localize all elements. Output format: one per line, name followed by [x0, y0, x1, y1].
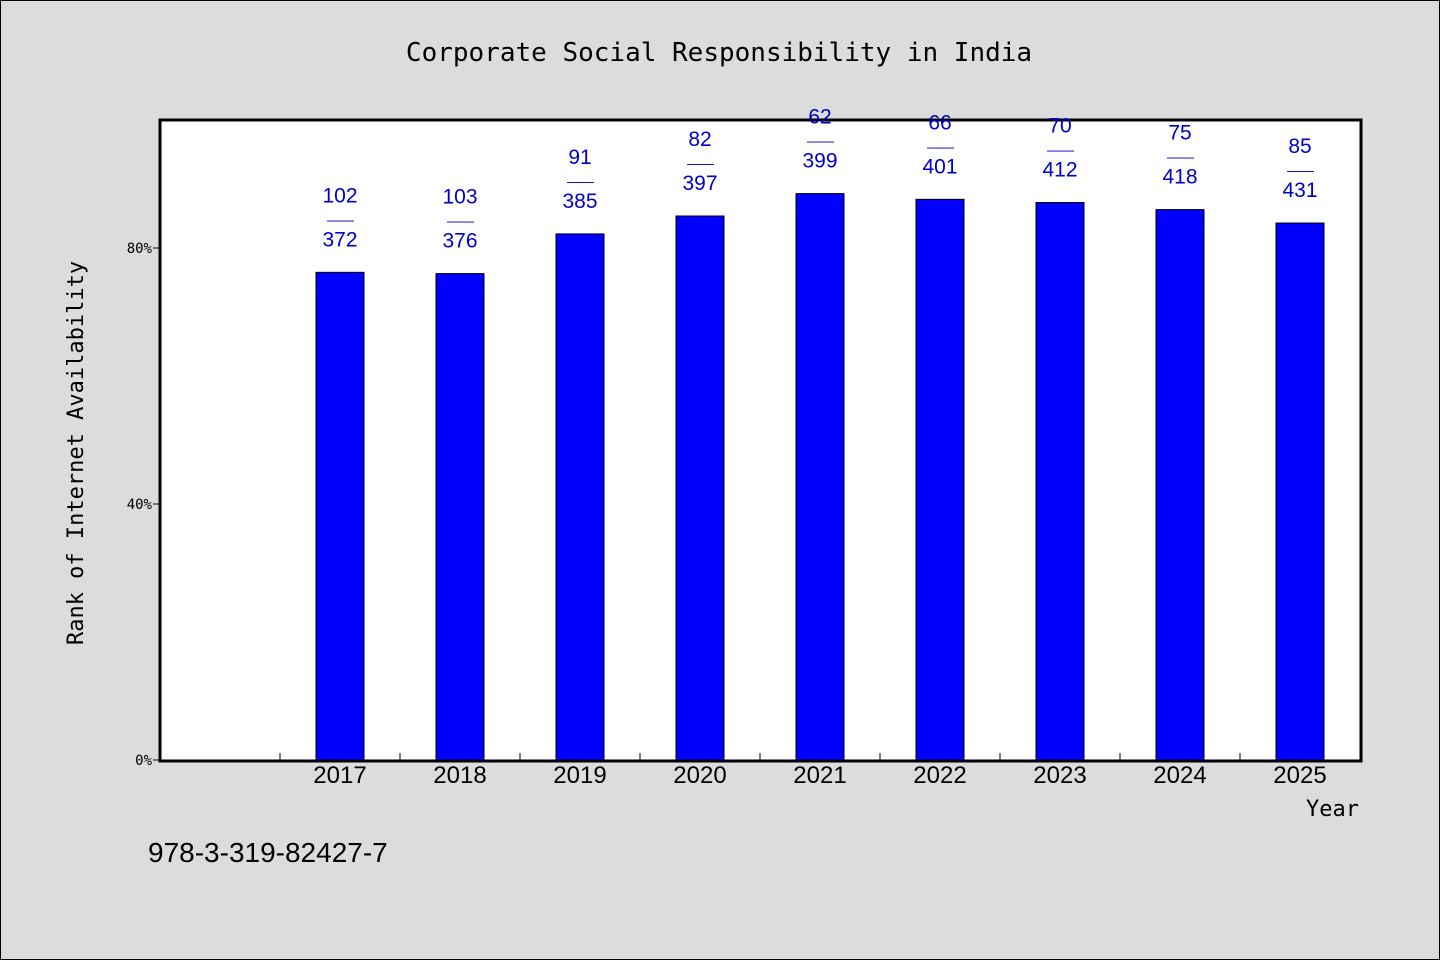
data-label: 385 — [562, 190, 597, 213]
y-tick-label: 40% — [127, 497, 153, 513]
data-label-separator: —— — [447, 213, 474, 229]
data-label: 75 — [1168, 122, 1191, 145]
data-label-separator: —— — [807, 133, 834, 149]
data-label-separator: —— — [1167, 149, 1194, 165]
data-label-separator: —— — [1287, 162, 1314, 178]
bar-2020 — [675, 215, 725, 761]
data-label: 70 — [1048, 115, 1071, 138]
data-label: 85 — [1288, 135, 1311, 158]
bar-2023 — [1035, 202, 1085, 761]
x-tick-label: 2024 — [1153, 762, 1206, 789]
x-tick-label: 2019 — [553, 762, 606, 789]
bar-2018 — [435, 273, 485, 761]
data-label: 62 — [808, 106, 831, 129]
bar-2017 — [315, 271, 365, 761]
x-tick-label: 2025 — [1273, 762, 1326, 789]
data-label-separator: —— — [1047, 142, 1074, 158]
bar-2022 — [915, 198, 965, 761]
x-tick-label: 2020 — [673, 762, 726, 789]
data-label: 372 — [322, 228, 357, 251]
bar-2024 — [1155, 209, 1205, 761]
data-label: 431 — [1282, 179, 1317, 202]
bar-2021 — [795, 193, 845, 761]
data-label-separator: —— — [327, 211, 354, 227]
x-tick-label: 2018 — [433, 762, 486, 789]
bars-group — [315, 193, 1325, 761]
y-axis-label: Rank of Internet Availability — [64, 261, 89, 645]
bar-2025 — [1275, 222, 1325, 761]
data-label: 102 — [322, 184, 357, 207]
data-label: 397 — [682, 172, 717, 195]
data-label: 103 — [442, 186, 477, 209]
data-label: 399 — [802, 150, 837, 173]
data-label-separator: —— — [567, 173, 594, 189]
chart-title: Corporate Social Responsibility in India — [406, 38, 1032, 68]
data-label: 376 — [442, 230, 477, 253]
x-tick-label: 2022 — [913, 762, 966, 789]
bar-2019 — [555, 233, 605, 761]
data-label: 418 — [1162, 166, 1197, 189]
x-tick-label: 2017 — [313, 762, 366, 789]
x-axis-label: Year — [1306, 797, 1359, 822]
isbn-code: 978-3-319-82427-7 — [148, 837, 388, 868]
data-label: 412 — [1042, 159, 1077, 182]
y-tick-label: 0% — [135, 753, 152, 769]
data-label: 66 — [928, 111, 951, 134]
data-label-separator: —— — [687, 155, 714, 171]
data-label-separator: —— — [927, 138, 954, 154]
data-label: 91 — [568, 146, 591, 169]
y-axis: 0% 40% 80% — [127, 241, 160, 769]
y-tick-label: 80% — [127, 241, 153, 257]
x-axis: 2017 2018 2019 2020 2021 2022 2023 2024 2025 — [279, 753, 1361, 789]
data-label: 82 — [688, 128, 711, 151]
x-tick-label: 2023 — [1033, 762, 1086, 789]
x-tick-label: 2021 — [793, 762, 846, 789]
data-label: 401 — [922, 155, 957, 178]
data-labels-group: 102——372103——37691——38582——39762——39966—… — [322, 106, 1317, 253]
